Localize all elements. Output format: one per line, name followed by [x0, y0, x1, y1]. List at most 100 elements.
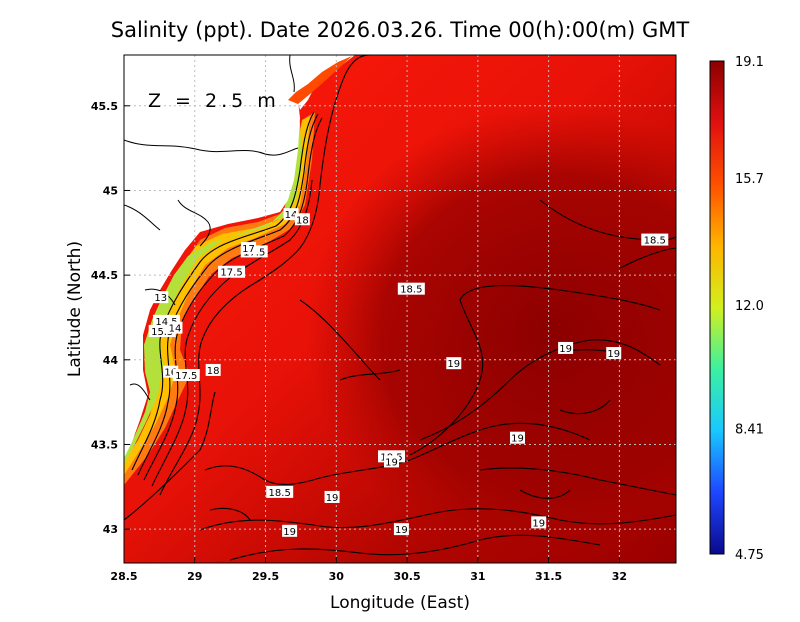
contour-label: 17.5 [172, 369, 200, 382]
contour-label-text: 16 [164, 368, 177, 379]
contour-label-text: 19 [607, 349, 620, 360]
y-tick-label: 44.5 [91, 269, 118, 282]
x-tick-label: 31 [470, 570, 485, 583]
contour-label-bg [509, 431, 525, 444]
contour-lines [124, 55, 676, 561]
x-tick-label: 31.5 [535, 570, 562, 583]
contour-label: 19 [606, 347, 622, 360]
contour-label-bg [558, 341, 574, 354]
contour-label: 17.5 [218, 265, 246, 279]
contour-label-bg [241, 242, 257, 255]
contour-labels: 18.518.51919191918.51918.519191919141817… [148, 208, 669, 538]
colorbar-tick-label: 4.75 [735, 548, 764, 563]
depth-annotation: Z = 2.5 m [148, 90, 280, 112]
northern-coast-cells [288, 56, 352, 104]
contour-label-text: 13 [154, 293, 167, 304]
contour-label-text: 15.5 [151, 327, 173, 338]
y-axis-title: Latitude (North) [65, 241, 85, 377]
contour-label-bg [167, 321, 183, 334]
colorbar-tick-label: 12.0 [735, 299, 764, 314]
contour-label: 18.5 [266, 485, 294, 499]
x-axis-title: Longitude (East) [330, 593, 470, 613]
contour-label-text: 14 [169, 324, 182, 335]
x-tick-label: 28.5 [110, 570, 137, 583]
contour-label: 14 [167, 321, 183, 335]
x-tick-label: 29.5 [252, 570, 279, 583]
contour-label: 18 [205, 363, 221, 377]
contour-label-bg [266, 485, 294, 498]
contour-label-text: 18 [296, 215, 309, 226]
contour-label-bg [606, 347, 622, 360]
contour-label-bg [282, 524, 298, 537]
coastal-band-yellow [124, 116, 310, 475]
plot-area: 18.518.51919191918.51918.519191919141817… [124, 55, 676, 563]
contour-label: 18 [294, 213, 310, 226]
contour-label-text: 18 [207, 366, 220, 377]
contour-label-text: 19 [532, 518, 545, 529]
contour-label-bg [294, 213, 310, 226]
colorbar-tick-label: 8.41 [735, 422, 764, 437]
contour-label-text: 17 [242, 244, 255, 255]
contour-label: 19 [446, 357, 462, 370]
contour-label-text: 19 [395, 525, 408, 536]
y-tick-label: 45 [103, 184, 118, 197]
y-tick-label: 43 [103, 523, 118, 536]
colorbar-ticks: 19.1 15.7 12.0 8.41 4.75 [735, 55, 764, 563]
y-tick-label: 45.5 [91, 100, 118, 113]
contour-label-text: 18.5 [400, 285, 422, 296]
contour-label-bg [397, 282, 425, 295]
colorbar-tick-label: 19.1 [735, 55, 764, 70]
contour-label: 13 [153, 291, 169, 304]
chart-title: Salinity (ppt). Date 2026.03.26. Time 00… [111, 18, 690, 42]
contour-label-bg [393, 523, 409, 536]
y-tick-label: 43.5 [91, 438, 118, 451]
colorbar-tick-label: 15.7 [735, 172, 764, 187]
contour-label: 19 [324, 490, 340, 504]
land-mass [124, 55, 300, 458]
colorbar: 19.1 15.7 12.0 8.41 4.75 [709, 55, 764, 563]
contour-label: 19 [509, 431, 525, 445]
contour-label-bg [446, 357, 462, 370]
contour-label: 19 [384, 455, 400, 468]
contour-label: 19 [558, 341, 574, 355]
x-tick-label: 32 [612, 570, 627, 583]
contour-label-text: 18.5 [644, 236, 666, 247]
x-axis: 28.5 29 29.5 30 30.5 31 31.5 32 [110, 557, 627, 583]
y-tick-label: 44 [103, 354, 119, 367]
x-tick-label: 30.5 [394, 570, 421, 583]
contour-label-bg [324, 490, 340, 503]
contour-label-text: 18.5 [269, 488, 291, 499]
x-tick-label: 30 [329, 570, 345, 583]
contour-label-bg [153, 291, 169, 304]
contour-label-text: 19 [511, 434, 524, 445]
contour-label-text: 17.5 [175, 371, 197, 382]
colorbar-gradient [709, 60, 725, 555]
contour-label: 19 [393, 523, 409, 536]
contour-label-bg [205, 363, 221, 376]
contour-label-text: 19 [326, 493, 339, 504]
contour-label-text: 19 [559, 344, 572, 355]
coastal-band-orange [124, 112, 315, 485]
contour-label: 14 [283, 208, 299, 221]
contour-label-bg [384, 455, 400, 468]
plot-frame [123, 54, 677, 564]
contour-label-text: 19 [447, 359, 460, 370]
contour-label: 19 [531, 516, 547, 529]
contour-label-bg [218, 265, 246, 278]
contour-label: 19 [282, 524, 298, 538]
contour-label: 18.5 [397, 282, 425, 296]
x-tick-label: 29 [187, 570, 202, 583]
contour-label-bg [283, 208, 299, 221]
contour-label-text: 14 [285, 210, 298, 221]
contour-label-text: 14.5 [155, 317, 177, 328]
y-axis: 43 43.5 44 44.5 45 45.5 [91, 100, 130, 536]
contour-label: 17 [241, 242, 257, 255]
contour-label-bg [641, 233, 669, 246]
contour-label-bg [531, 516, 547, 529]
contour-label-text: 19 [385, 457, 398, 468]
grid-lines [124, 55, 676, 563]
contour-label-text: 17.5 [220, 268, 242, 279]
contour-label-text: 19 [283, 527, 296, 538]
